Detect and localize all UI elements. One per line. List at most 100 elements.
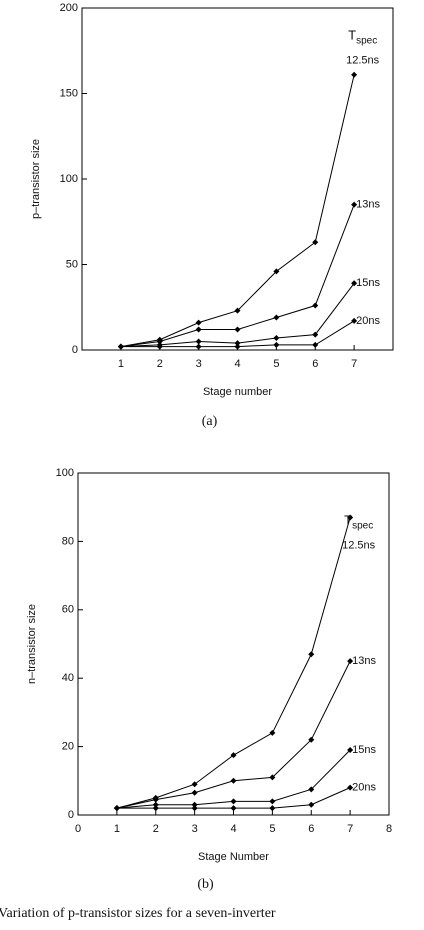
marker: [195, 326, 202, 333]
series-line: [116, 517, 351, 809]
marker: [234, 326, 241, 333]
marker: [195, 343, 202, 350]
x-tick-label: 1: [114, 823, 120, 835]
legend-title-sub: spec: [352, 520, 373, 531]
marker: [152, 801, 159, 808]
y-tick-label: 100: [60, 173, 78, 185]
marker: [234, 340, 241, 347]
caption: (a): [202, 414, 218, 429]
marker: [273, 314, 280, 321]
marker: [152, 796, 159, 803]
marker: [191, 789, 198, 796]
x-tick-label: 7: [351, 358, 357, 370]
legend-title: Tspec: [348, 28, 377, 46]
x-tick-label: 3: [192, 823, 198, 835]
marker: [351, 201, 358, 208]
marker: [273, 335, 280, 342]
x-tick-label: 6: [312, 358, 318, 370]
series-label: 20ns: [352, 782, 376, 794]
x-tick-label: 0: [75, 823, 81, 835]
x-tick-label: 8: [386, 823, 392, 835]
marker: [156, 343, 163, 350]
x-tick-label: 2: [157, 358, 163, 370]
y-tick-label: 20: [62, 741, 74, 753]
x-tick-label: 4: [230, 823, 236, 835]
marker: [308, 801, 315, 808]
x-tick-label: 2: [153, 823, 159, 835]
marker: [308, 786, 315, 793]
x-tick-label: 3: [196, 358, 202, 370]
marker: [273, 341, 280, 348]
x-tick-label: 5: [269, 823, 275, 835]
y-tick-label: 100: [56, 467, 74, 479]
caption: (b): [197, 877, 214, 892]
marker: [312, 302, 319, 309]
marker: [347, 784, 354, 791]
y-axis-label: p–transistor size: [30, 139, 42, 219]
series-label: 20ns: [356, 315, 380, 327]
x-tick-label: 1: [118, 358, 124, 370]
x-axis-label: Stage Number: [198, 851, 269, 863]
marker: [312, 331, 319, 338]
x-tick-label: 4: [234, 358, 240, 370]
marker: [152, 805, 159, 812]
y-tick-label: 0: [72, 344, 78, 356]
marker: [312, 239, 319, 246]
y-tick-label: 40: [62, 672, 74, 684]
marker: [347, 658, 354, 665]
x-tick-label: 5: [273, 358, 279, 370]
marker: [191, 805, 198, 812]
series-label: 13ns: [352, 655, 376, 667]
x-axis-label: Stage number: [203, 386, 272, 398]
legend-title: Tspec: [344, 513, 373, 531]
legend-title-sub: spec: [356, 35, 377, 46]
x-tick-label: 7: [347, 823, 353, 835]
plot-frame: [77, 472, 390, 816]
marker: [230, 805, 237, 812]
series-label: 12.5ns: [346, 55, 380, 67]
series-line: [120, 283, 355, 348]
marker: [230, 752, 237, 759]
series-line: [120, 74, 355, 348]
y-tick-label: 80: [62, 535, 74, 547]
marker: [156, 338, 163, 345]
y-tick-label: 0: [68, 809, 74, 821]
marker: [195, 338, 202, 345]
y-tick-label: 60: [62, 604, 74, 616]
marker: [234, 307, 241, 314]
y-axis-label: n–transistor size: [26, 604, 38, 684]
marker: [117, 343, 124, 350]
marker: [351, 317, 358, 324]
series-label: 15ns: [352, 744, 376, 756]
marker: [113, 805, 120, 812]
y-tick-label: 50: [66, 258, 78, 270]
marker: [191, 801, 198, 808]
y-tick-label: 200: [60, 2, 78, 14]
marker: [308, 651, 315, 658]
series-label: 12.5ns: [342, 539, 376, 551]
marker: [312, 341, 319, 348]
marker: [347, 747, 354, 754]
marker: [195, 319, 202, 326]
marker: [269, 805, 276, 812]
x-tick-label: 6: [308, 823, 314, 835]
series-label: 15ns: [356, 277, 380, 289]
series-label: 13ns: [356, 199, 380, 211]
legend-title-main: T: [344, 513, 352, 528]
marker: [347, 514, 354, 521]
marker: [351, 71, 358, 78]
marker: [308, 736, 315, 743]
marker: [191, 781, 198, 788]
marker: [230, 777, 237, 784]
legend-title-main: T: [348, 28, 356, 43]
y-tick-label: 150: [60, 87, 78, 99]
marker: [269, 774, 276, 781]
marker: [269, 729, 276, 736]
marker: [234, 343, 241, 350]
marker: [269, 798, 276, 805]
figure-caption: Variation of p-transistor sizes for a se…: [0, 906, 276, 921]
marker: [351, 280, 358, 287]
marker: [273, 268, 280, 275]
marker: [230, 798, 237, 805]
